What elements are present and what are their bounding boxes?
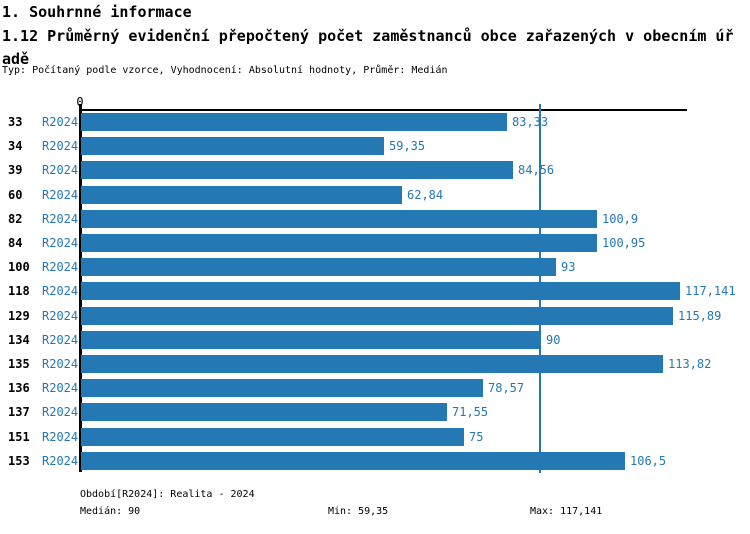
- row-category-label: 82: [8, 212, 23, 226]
- bar-value-label: 100,95: [602, 236, 646, 250]
- bar-value-label: 113,82: [668, 357, 712, 371]
- row-series-label: R2024: [42, 188, 79, 202]
- row-series-label: R2024: [42, 309, 79, 323]
- chart-row: 33 R2024 83,33: [0, 113, 750, 131]
- chart-row: 134 R2024 90: [0, 331, 750, 349]
- row-series-label: R2024: [42, 115, 79, 129]
- row-category-label: 100: [8, 260, 30, 274]
- chart-row: 136 R2024 78,57: [0, 379, 750, 397]
- chart-meta-line: Typ: Počítaný podle vzorce, Vyhodnocení:…: [2, 65, 448, 76]
- chart-row: 137 R2024 71,55: [0, 403, 750, 421]
- bar: [81, 210, 597, 228]
- row-category-label: 153: [8, 454, 30, 468]
- bar-value-label: 90: [546, 333, 561, 347]
- row-series-label: R2024: [42, 260, 79, 274]
- chart-title: 1.12 Průměrný evidenční přepočtený počet…: [2, 27, 734, 68]
- row-series-label: R2024: [42, 284, 79, 298]
- row-category-label: 137: [8, 405, 30, 419]
- median-stat-label: Medián: 90: [80, 506, 141, 517]
- bar: [81, 379, 483, 397]
- bar: [81, 331, 541, 349]
- row-category-label: 34: [8, 139, 23, 153]
- row-series-label: R2024: [42, 454, 79, 468]
- row-category-label: 136: [8, 381, 30, 395]
- chart-row: 151 R2024 75: [0, 428, 750, 446]
- bar-value-label: 93: [561, 260, 576, 274]
- row-category-label: 84: [8, 236, 23, 250]
- y-axis-line: [79, 104, 82, 472]
- row-category-label: 39: [8, 163, 23, 177]
- row-series-label: R2024: [42, 236, 79, 250]
- row-series-label: R2024: [42, 405, 79, 419]
- chart-row: 60 R2024 62,84: [0, 186, 750, 204]
- row-series-label: R2024: [42, 163, 79, 177]
- bar: [81, 452, 625, 470]
- bar-value-label: 100,9: [602, 212, 639, 226]
- bar: [81, 307, 673, 325]
- chart-row: 39 R2024 84,56: [0, 161, 750, 179]
- row-category-label: 118: [8, 284, 30, 298]
- section-title: 1. Souhrnné informace: [2, 3, 192, 21]
- bar: [81, 161, 513, 179]
- bar: [81, 137, 384, 155]
- chart-row: 135 R2024 113,82: [0, 355, 750, 373]
- axis-origin-label: 0: [76, 95, 84, 109]
- row-category-label: 134: [8, 333, 30, 347]
- row-series-label: R2024: [42, 212, 79, 226]
- row-category-label: 60: [8, 188, 23, 202]
- chart-row: 100 R2024 93: [0, 258, 750, 276]
- chart-row: 118 R2024 117,141: [0, 282, 750, 300]
- chart-row: 153 R2024 106,5: [0, 452, 750, 470]
- chart-row: 129 R2024 115,89: [0, 307, 750, 325]
- row-category-label: 135: [8, 357, 30, 371]
- bar: [81, 186, 402, 204]
- chart-row: 84 R2024 100,95: [0, 234, 750, 252]
- bar-value-label: 71,55: [452, 405, 489, 419]
- max-stat-label: Max: 117,141: [530, 506, 603, 517]
- x-axis-line: [80, 109, 687, 111]
- row-category-label: 33: [8, 115, 23, 129]
- bar-value-label: 78,57: [488, 381, 525, 395]
- bar-value-label: 59,35: [389, 139, 426, 153]
- bar: [81, 355, 663, 373]
- bar: [81, 234, 597, 252]
- bar-value-label: 62,84: [407, 188, 444, 202]
- bar-value-label: 115,89: [678, 309, 722, 323]
- bar-chart: 0 33 R2024 83,33 34 R2024 59,35 39 R2024 84,56 60…: [0, 95, 750, 473]
- bar: [81, 282, 680, 300]
- period-label: Období[R2024]: Realita - 2024: [80, 489, 255, 500]
- bar-value-label: 84,56: [518, 163, 555, 177]
- row-category-label: 129: [8, 309, 30, 323]
- row-series-label: R2024: [42, 139, 79, 153]
- chart-row: 82 R2024 100,9: [0, 210, 750, 228]
- bar: [81, 258, 556, 276]
- bar-value-label: 106,5: [630, 454, 667, 468]
- bar-value-label: 117,141: [685, 284, 736, 298]
- chart-row: 34 R2024 59,35: [0, 137, 750, 155]
- row-category-label: 151: [8, 430, 30, 444]
- row-series-label: R2024: [42, 357, 79, 371]
- row-series-label: R2024: [42, 430, 79, 444]
- bar-value-label: 83,33: [512, 115, 549, 129]
- bar: [81, 403, 447, 421]
- bar: [81, 428, 464, 446]
- bar-value-label: 75: [469, 430, 484, 444]
- row-series-label: R2024: [42, 381, 79, 395]
- min-stat-label: Min: 59,35: [328, 506, 389, 517]
- bar: [81, 113, 507, 131]
- row-series-label: R2024: [42, 333, 79, 347]
